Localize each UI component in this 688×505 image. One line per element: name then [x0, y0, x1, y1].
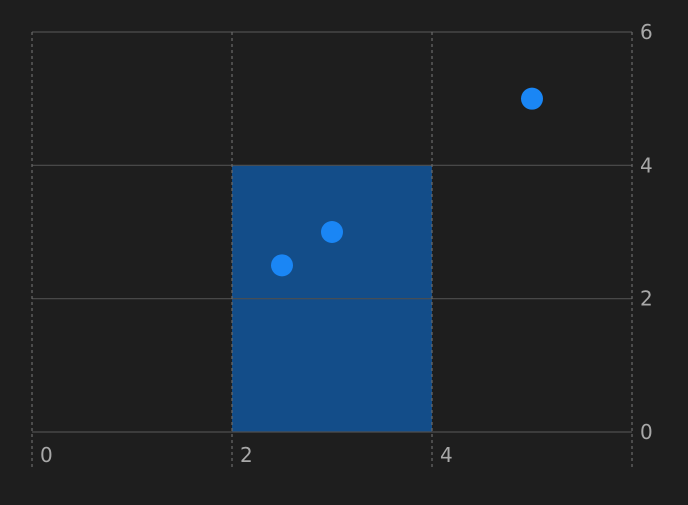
y-tick-label: 4 — [640, 153, 653, 177]
y-tick-label: 6 — [640, 20, 653, 44]
data-point — [271, 254, 293, 277]
x-tick-label: 4 — [440, 443, 453, 467]
y-tick-label: 0 — [640, 420, 653, 444]
data-point — [321, 221, 343, 243]
x-tick-label: 0 — [40, 443, 53, 467]
x-tick-label: 2 — [240, 443, 253, 467]
data-point — [521, 87, 543, 110]
grid-layer — [31, 31, 633, 468]
x-tick-labels: 0 2 4 — [40, 443, 453, 467]
y-tick-labels: 0 2 4 6 — [640, 20, 653, 444]
points-layer — [271, 87, 543, 277]
y-tick-label: 2 — [640, 287, 653, 311]
